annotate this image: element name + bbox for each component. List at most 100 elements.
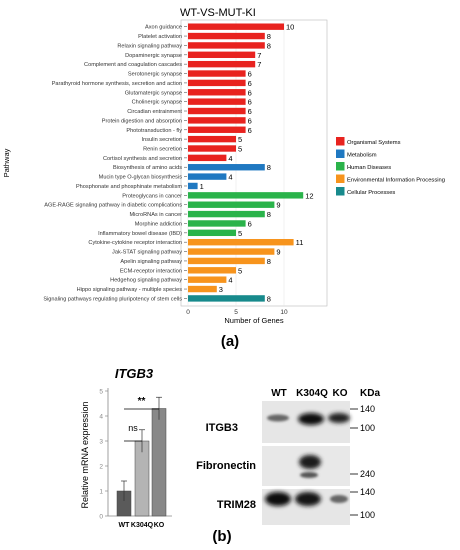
bar-morphine-addiction xyxy=(188,220,246,227)
category-label: Serotonergic synapse xyxy=(128,72,182,78)
y-tick-label: 5 xyxy=(99,389,103,396)
bar-cytokine-cytokine-receptor-interaction xyxy=(188,238,294,246)
bar-glutamatergic-synapse xyxy=(188,89,246,96)
value-label: 8 xyxy=(267,32,271,41)
y-tick-label: 3 xyxy=(99,439,103,446)
blot-label-itgb3: ITGB3 xyxy=(206,422,238,434)
marker-fibronectin-240: 240 xyxy=(360,469,375,479)
qpcr-bar-ko xyxy=(151,408,167,517)
y-axis-label: Pathway xyxy=(2,148,11,177)
y-tick-labels: 0 1 2 3 4 5 xyxy=(99,389,108,521)
bar-cortisol-synthesis-and-secretion xyxy=(188,154,227,162)
bar-micrornas-in-cancer xyxy=(188,210,265,218)
category-label: Insulin secretion xyxy=(142,137,182,143)
bar-renin-secretion xyxy=(188,145,236,152)
category-label: Proteoglycans in cancer xyxy=(122,193,182,199)
bar-biosynthesis-of-amino-acids xyxy=(188,164,265,171)
blot-label-fibronectin: Fibronectin xyxy=(196,460,256,472)
kda-label: KDa xyxy=(360,388,380,399)
value-label: 6 xyxy=(248,70,252,79)
category-label: Protein digestion and absorption xyxy=(102,118,182,124)
bar-proteoglycans-in-cancer xyxy=(188,192,304,199)
bar-ecm-receptor-interaction xyxy=(188,267,236,274)
value-label: 6 xyxy=(248,116,252,125)
bar-complement-and-coagulation-cascades xyxy=(188,60,256,68)
y-tick-label: 1 xyxy=(99,489,103,496)
category-label: Signaling pathways regulating pluripoten… xyxy=(43,296,182,302)
category-label: MicroRNAs in cancer xyxy=(129,212,182,218)
qpcr-bars xyxy=(116,396,167,517)
bar-hedgehog-signaling-pathway xyxy=(188,276,227,283)
bar-hippo-signaling-pathway-multiple-species xyxy=(188,285,217,293)
bar-circadian-entrainment xyxy=(188,107,246,115)
x-axis-label: Number of Genes xyxy=(224,316,283,325)
qpcr-y-axis-label: Relative mRNA expression xyxy=(80,401,90,508)
panel-b-western: WT K304Q KO KDa ITGB3 140 100 Fibronecti… xyxy=(196,388,380,525)
value-label: 6 xyxy=(248,88,252,97)
value-label: 1 xyxy=(200,182,204,191)
value-label: 4 xyxy=(228,276,232,285)
value-label: 6 xyxy=(248,107,252,116)
value-label: 5 xyxy=(238,144,242,153)
category-label: Morphine addiction xyxy=(135,221,182,227)
bar-protein-digestion-and-absorption xyxy=(188,117,246,124)
category-label: ECM-receptor interaction xyxy=(120,268,182,274)
blot-label-trim28: TRIM28 xyxy=(217,499,256,511)
blot-trim28 xyxy=(262,489,350,525)
marker-trim28-100: 100 xyxy=(360,510,375,520)
blot-itgb3 xyxy=(262,401,350,443)
category-label: Hedgehog signaling pathway xyxy=(110,278,182,284)
category-label: Cortisol synthesis and secretion xyxy=(103,156,182,162)
category-label: Apelin signaling pathway xyxy=(120,259,182,265)
value-label: 3 xyxy=(219,285,223,294)
panel-a-label: (a) xyxy=(221,333,239,350)
value-label: 6 xyxy=(248,79,252,88)
lane-label-wt: WT xyxy=(271,388,287,399)
lane-label-ko: KO xyxy=(333,388,348,399)
marker-trim28-140: 140 xyxy=(360,487,375,497)
significance-label: ** xyxy=(138,396,146,407)
category-label: Renin secretion xyxy=(143,146,182,152)
panel-a: WT-VS-MUT-KI Axon guidance Platelet activ… xyxy=(2,7,445,350)
x-tick-label: 5 xyxy=(234,309,238,316)
category-label: Parathyroid hormone synthesis, secretion… xyxy=(52,81,182,87)
category-label: Biosynthesis of amino acids xyxy=(113,165,182,171)
x-tick-label: 0 xyxy=(186,309,190,316)
category-label: Axon guidance xyxy=(145,25,182,31)
value-label: 11 xyxy=(296,238,304,247)
bar-platelet-activation xyxy=(188,32,265,40)
qpcr-category-labels: WT K304Q KO xyxy=(119,522,165,529)
bar-cholinergic-synapse xyxy=(188,98,246,105)
category-labels: Axon guidance Platelet activation Relaxin … xyxy=(43,25,187,302)
value-label: 8 xyxy=(267,294,271,303)
category-label: Phototransduction - fly xyxy=(126,128,182,134)
x-tick-label: 10 xyxy=(280,309,288,316)
chart-title: WT-VS-MUT-KI xyxy=(180,7,256,19)
bar-mucin-type-o-glycan-biosynthesis xyxy=(188,173,227,180)
bar-jak-stat-signaling-pathway xyxy=(188,248,275,255)
value-label: 5 xyxy=(238,266,242,275)
bar-axon-guidance xyxy=(188,23,284,30)
category-label: AGE-RAGE signaling pathway in diabetic c… xyxy=(44,203,182,209)
legend-swatch-environmental-information-processing xyxy=(336,174,345,183)
blot-fibronectin xyxy=(262,446,350,486)
value-label: 6 xyxy=(248,219,252,228)
legend-swatch-organismal-systems xyxy=(336,137,345,146)
category-label: Dopaminergic synapse xyxy=(125,53,182,59)
qpcr-category-label: WT xyxy=(119,522,131,529)
panel-b-qpcr: ITGB3 0 1 2 3 4 5 WT K304Q KO ns ** Relative mRN… xyxy=(80,366,172,529)
category-label: Circadian entrainment xyxy=(127,109,182,115)
value-label: 8 xyxy=(267,41,271,50)
value-label: 4 xyxy=(228,154,232,163)
category-label: Jak-STAT signaling pathway xyxy=(112,250,182,256)
value-label: 6 xyxy=(248,126,252,135)
value-label: 9 xyxy=(276,201,280,210)
lane-label-k304q: K304Q xyxy=(296,388,328,399)
y-tick-label: 4 xyxy=(99,414,103,421)
bar-age-rage-signaling-pathway-in-diabetic-complications xyxy=(188,201,275,208)
legend-label: Cellular Processes xyxy=(347,190,395,196)
legend-swatch-metabolism xyxy=(336,149,345,158)
qpcr-title: ITGB3 xyxy=(115,366,154,381)
legend-label: Organismal Systems xyxy=(347,140,401,146)
